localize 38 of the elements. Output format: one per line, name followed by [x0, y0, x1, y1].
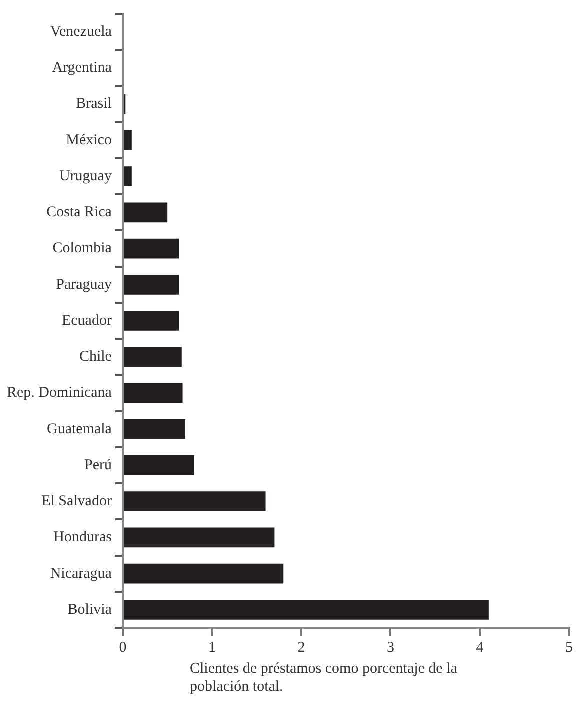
- bar: [124, 456, 194, 476]
- y-tick-label: Paraguay: [56, 276, 112, 293]
- y-tick-label: Perú: [84, 457, 112, 474]
- y-tick-label: México: [66, 132, 112, 148]
- y-tick-label: Colombia: [52, 240, 112, 257]
- y-tick-label: Bolivia: [68, 602, 112, 618]
- bar: [124, 347, 182, 368]
- x-tick-label: 0: [119, 640, 127, 656]
- bar: [124, 564, 284, 584]
- x-tick-label: 2: [298, 640, 306, 656]
- y-tick-label: Nicaragua: [50, 566, 112, 582]
- y-tick-label: Rep. Dominicana: [6, 385, 112, 402]
- x-axis-title: Clientes de préstamos como porcentaje de la población total.: [190, 660, 458, 696]
- bar: [124, 600, 489, 620]
- y-tick-label: Uruguay: [59, 168, 112, 184]
- bar: [124, 202, 168, 223]
- y-tick-label: El Salvador: [42, 494, 112, 510]
- bar: [124, 238, 180, 259]
- bar: [124, 419, 186, 440]
- y-tick-label: Honduras: [54, 530, 112, 546]
- y-tick-label: Chile: [79, 349, 112, 366]
- bar: [124, 130, 132, 150]
- bar: [124, 383, 183, 404]
- bar: [124, 492, 266, 512]
- y-tick-label: Ecuador: [62, 312, 112, 329]
- bar: [124, 311, 180, 331]
- x-tick-label: 5: [566, 640, 573, 656]
- y-tick-label: Guatemala: [47, 421, 112, 438]
- x-tick-label: 4: [476, 640, 484, 656]
- bar: [124, 274, 180, 295]
- y-tick-label: Argentina: [52, 60, 112, 76]
- y-tick-label: Brasil: [76, 96, 112, 112]
- x-tick-label: 3: [386, 640, 394, 656]
- bar: [124, 528, 275, 548]
- x-tick-label: 1: [208, 640, 216, 656]
- y-tick-label: Venezuela: [50, 24, 112, 40]
- bar: [124, 166, 132, 186]
- y-tick-label: Costa Rica: [46, 204, 112, 221]
